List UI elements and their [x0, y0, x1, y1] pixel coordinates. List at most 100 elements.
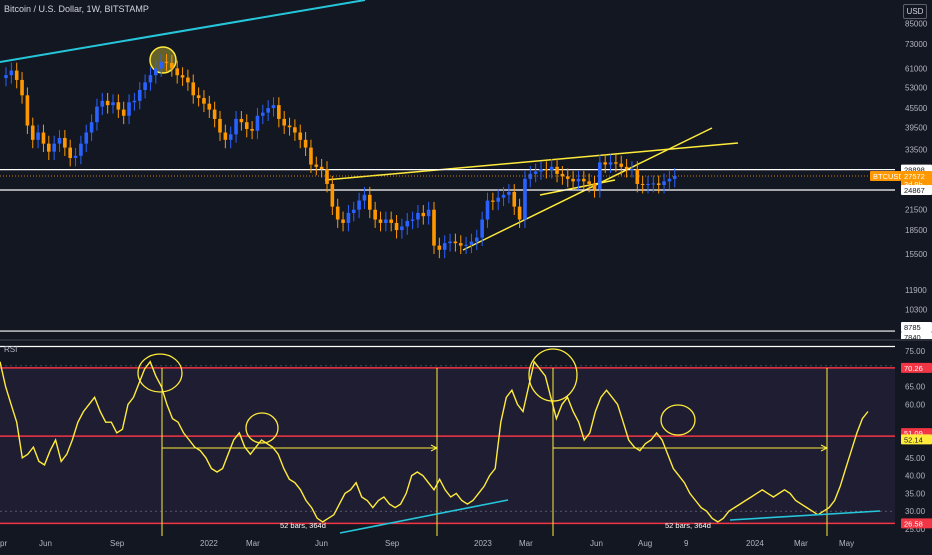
candle-body	[41, 132, 46, 144]
candle-body	[116, 102, 121, 110]
candle-body	[303, 139, 308, 148]
candle-body	[426, 209, 431, 217]
candle-body	[555, 166, 559, 174]
price-tick: 11900	[905, 286, 927, 295]
price-tick: 61000	[905, 64, 928, 73]
price-level-label: 7840	[904, 333, 921, 342]
rsi-level-label: 51.09	[904, 429, 923, 438]
candle-body	[507, 192, 511, 195]
candle-body	[608, 162, 613, 165]
price-level-label: 27572	[904, 172, 925, 181]
time-label: 2023	[474, 539, 492, 548]
candle-body	[170, 62, 174, 69]
candles	[4, 53, 677, 259]
candle-body	[79, 143, 83, 156]
candle-body	[9, 70, 14, 76]
candle-body	[351, 209, 356, 213]
rsi-label: RSI	[4, 345, 18, 354]
candle-body	[250, 128, 254, 131]
candle-body	[533, 171, 538, 174]
candle-body	[335, 206, 340, 220]
candle-body	[121, 109, 126, 116]
time-label: 2024	[746, 539, 764, 548]
price-tick: 15500	[905, 250, 928, 259]
rsi-level-label-bg	[901, 434, 932, 445]
candle-body	[57, 137, 62, 144]
time-label: May	[839, 539, 854, 548]
candle-body	[587, 181, 591, 184]
candle-body	[298, 132, 303, 140]
candle-body	[373, 209, 377, 220]
rsi-tick: 45.00	[905, 454, 926, 463]
candle-body	[523, 178, 527, 220]
candle-body	[672, 176, 677, 179]
candle-body	[635, 169, 640, 184]
candle-body	[127, 102, 131, 116]
candle-body	[47, 143, 51, 152]
candle-body	[137, 89, 142, 101]
candle-body	[458, 243, 463, 246]
candle-body	[341, 219, 345, 223]
candle-body	[464, 244, 468, 246]
candle-body	[576, 178, 581, 182]
candle-body	[287, 125, 292, 128]
candle-body	[159, 61, 163, 69]
rsi-highlight-circle	[137, 353, 183, 393]
rsi-level-label: 26.58	[904, 519, 923, 528]
candle-body	[432, 209, 436, 246]
candle-body	[614, 162, 618, 164]
candle-body	[63, 137, 67, 148]
candle-body	[319, 166, 324, 170]
candle-body	[646, 183, 650, 186]
price-label-bg	[901, 171, 932, 182]
candle-body	[630, 169, 634, 171]
time-label: Jun	[590, 539, 603, 548]
candle-body	[244, 122, 249, 129]
candle-body	[662, 181, 666, 186]
candle-body	[491, 200, 495, 202]
candle-body	[565, 176, 570, 179]
candle-body	[105, 100, 110, 106]
candle-body	[212, 109, 217, 119]
candle-body	[357, 200, 361, 210]
candle-body	[346, 212, 351, 223]
candle-body	[282, 118, 286, 126]
rsi-tick: 35.00	[905, 489, 926, 498]
price-tick: 33500	[905, 146, 928, 155]
measure-label: 52 bars, 364d	[665, 521, 711, 530]
candle-body	[619, 163, 624, 167]
candle-body	[384, 219, 388, 223]
candle-body	[73, 155, 78, 158]
candle-body	[400, 226, 404, 231]
candle-body	[228, 134, 233, 140]
price-label-bg	[870, 171, 901, 182]
candle-body	[202, 98, 206, 104]
candle-body	[325, 169, 329, 184]
candle-body	[148, 75, 153, 83]
trendlines	[0, 0, 739, 251]
candle-body	[512, 192, 517, 207]
candle-body	[234, 118, 238, 135]
candle-body	[84, 132, 89, 144]
time-label: Aug	[638, 539, 652, 548]
time-axis-bg	[0, 536, 932, 550]
price-level-label: BTCUSD	[873, 172, 904, 181]
candle-body	[416, 212, 420, 220]
candle-body	[52, 143, 56, 152]
candle-body	[656, 183, 661, 186]
candle-body	[469, 241, 474, 245]
candle-body	[20, 79, 24, 96]
rsi-tick: 30.00	[905, 507, 926, 516]
price-label-bg	[901, 322, 932, 332]
candle-body	[475, 237, 479, 242]
candle-body	[143, 82, 147, 90]
candle-body	[405, 220, 410, 227]
candle-body	[448, 241, 452, 244]
currency-button[interactable]: USD	[903, 4, 927, 19]
rsi-highlight-circle	[660, 404, 696, 436]
candle-body	[95, 106, 99, 123]
candle-body	[223, 132, 228, 140]
price-level-label: 28898	[904, 166, 925, 175]
candle-body	[330, 183, 335, 207]
